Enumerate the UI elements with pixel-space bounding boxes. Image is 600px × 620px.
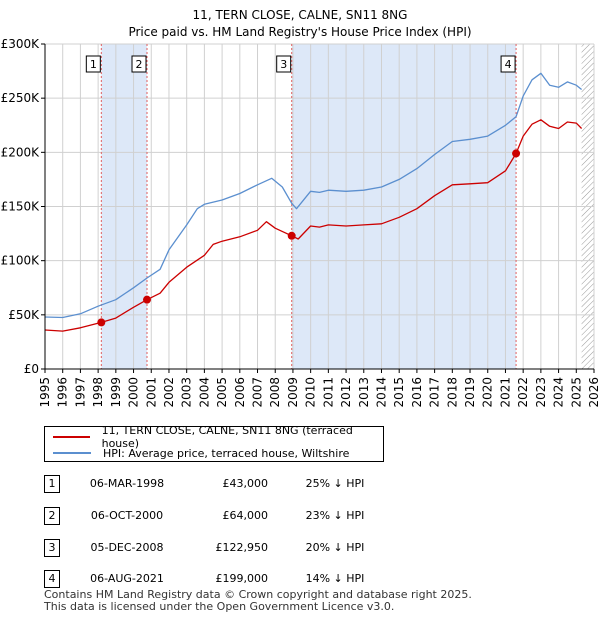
x-tick-label: 2015: [392, 377, 406, 408]
sale-hpi-diff: 20% ↓ HPI: [305, 541, 365, 554]
sale-point: [143, 295, 152, 304]
x-tick-label: 2005: [215, 377, 229, 408]
x-tick-label: 2024: [552, 377, 566, 408]
x-tick-label: 2018: [445, 377, 459, 408]
legend-label-hpi: HPI: Average price, terraced house, Wilt…: [103, 446, 350, 460]
sale-price: £64,000: [222, 509, 269, 522]
x-tick-label: 2010: [304, 377, 318, 408]
hpi-line: [44, 72, 583, 319]
x-tick-label: 1995: [38, 377, 52, 408]
sale-label-number: 1: [90, 58, 97, 71]
sale-number-badge: 4: [44, 570, 60, 588]
x-tick-label: 2017: [428, 377, 442, 408]
sale-price: £122,950: [215, 541, 269, 554]
x-tick-label: 2006: [233, 377, 247, 408]
footer-licence: This data is licensed under the Open Gov…: [44, 600, 395, 613]
x-tick-label: 2025: [569, 377, 583, 408]
x-tick-label: 2009: [286, 377, 300, 408]
sale-point: [287, 231, 296, 240]
table-row: 3 05-DEC-2008 £122,950 20% ↓ HPI: [44, 539, 384, 559]
x-tick-label: 2008: [268, 377, 282, 408]
x-tick-label: 2012: [339, 377, 353, 408]
x-tick-label: 2019: [463, 377, 477, 408]
x-tick-label: 2026: [587, 377, 600, 408]
x-tick-label: 1999: [109, 377, 123, 408]
x-tick-label: 1996: [56, 377, 70, 408]
sale-label-box: [85, 55, 101, 73]
legend-swatch-property: [53, 436, 90, 438]
x-tick-label: 2000: [127, 377, 141, 408]
footer: Contains HM Land Registry data © Crown c…: [44, 589, 472, 613]
x-tick-label: 2022: [516, 377, 530, 408]
x-tick-label: 2020: [481, 377, 495, 408]
y-tick-label: £300K: [1, 37, 41, 51]
sale-date: 06-AUG-2021: [90, 572, 164, 585]
x-tick-label: 2003: [180, 377, 194, 408]
x-tick-label: 2002: [162, 377, 176, 408]
chart-title: 11, TERN CLOSE, CALNE, SN11 8NG: [193, 8, 408, 22]
table-row: 4 06-AUG-2021 £199,000 14% ↓ HPI: [44, 570, 384, 590]
y-tick-label: £250K: [1, 91, 41, 105]
chart-subtitle: Price paid vs. HM Land Registry's House …: [128, 25, 471, 39]
y-tick-label: £150K: [1, 200, 41, 214]
sale-point: [512, 149, 521, 158]
sale-number-badge: 1: [44, 475, 60, 493]
sale-date: 06-MAR-1998: [89, 477, 165, 490]
sale-hpi-diff: 14% ↓ HPI: [305, 572, 365, 585]
sale-label-number: 2: [136, 58, 143, 71]
sale-label-box: [276, 55, 292, 73]
x-tick-label: 2013: [357, 377, 371, 408]
sale-label-box: [500, 55, 516, 73]
x-tick-label: 2021: [498, 377, 512, 408]
table-row: 2 06-OCT-2000 £64,000 23% ↓ HPI: [44, 507, 384, 527]
x-tick-label: 2016: [410, 377, 424, 408]
sale-point: [97, 318, 106, 327]
sale-price: £43,000: [222, 477, 269, 490]
footer-copyright: Contains HM Land Registry data © Crown c…: [44, 588, 472, 601]
sale-number-badge: 2: [44, 507, 60, 525]
legend-swatch-hpi: [53, 452, 91, 454]
x-tick-label: 2007: [251, 377, 265, 408]
x-tick-label: 2014: [374, 377, 388, 408]
sale-date: 05-DEC-2008: [90, 541, 164, 554]
x-tick-label: 1997: [73, 377, 87, 408]
sale-label-number: 4: [505, 58, 512, 71]
y-tick-label: £0: [24, 362, 39, 376]
sale-label-box: [131, 55, 147, 73]
sale-price: £199,000: [215, 572, 269, 585]
x-tick-label: 2023: [534, 377, 548, 408]
legend-label-property: 11, TERN CLOSE, CALNE, SN11 8NG (terrace…: [101, 424, 353, 450]
legend: 11, TERN CLOSE, CALNE, SN11 8NG (terrace…: [44, 424, 384, 462]
y-tick-label: £50K: [8, 308, 40, 322]
x-tick-label: 1998: [91, 377, 105, 408]
x-tick-label: 2011: [321, 377, 335, 408]
sale-label-number: 3: [280, 58, 287, 71]
x-tick-label: 2004: [197, 377, 211, 408]
sale-number-badge: 3: [44, 539, 60, 557]
legend-item-property: 11, TERN CLOSE, CALNE, SN11 8NG (terrace…: [53, 424, 383, 450]
y-tick-label: £100K: [1, 254, 41, 268]
sale-date: 06-OCT-2000: [90, 509, 164, 522]
property-price-line: [44, 119, 583, 332]
sale-hpi-diff: 23% ↓ HPI: [305, 509, 365, 522]
y-tick-label: £200K: [1, 145, 41, 159]
table-row: 1 06-MAR-1998 £43,000 25% ↓ HPI: [44, 475, 384, 495]
x-tick-label: 2001: [144, 377, 158, 408]
sale-hpi-diff: 25% ↓ HPI: [305, 477, 365, 490]
legend-item-hpi: HPI: Average price, terraced house, Wilt…: [53, 445, 349, 461]
